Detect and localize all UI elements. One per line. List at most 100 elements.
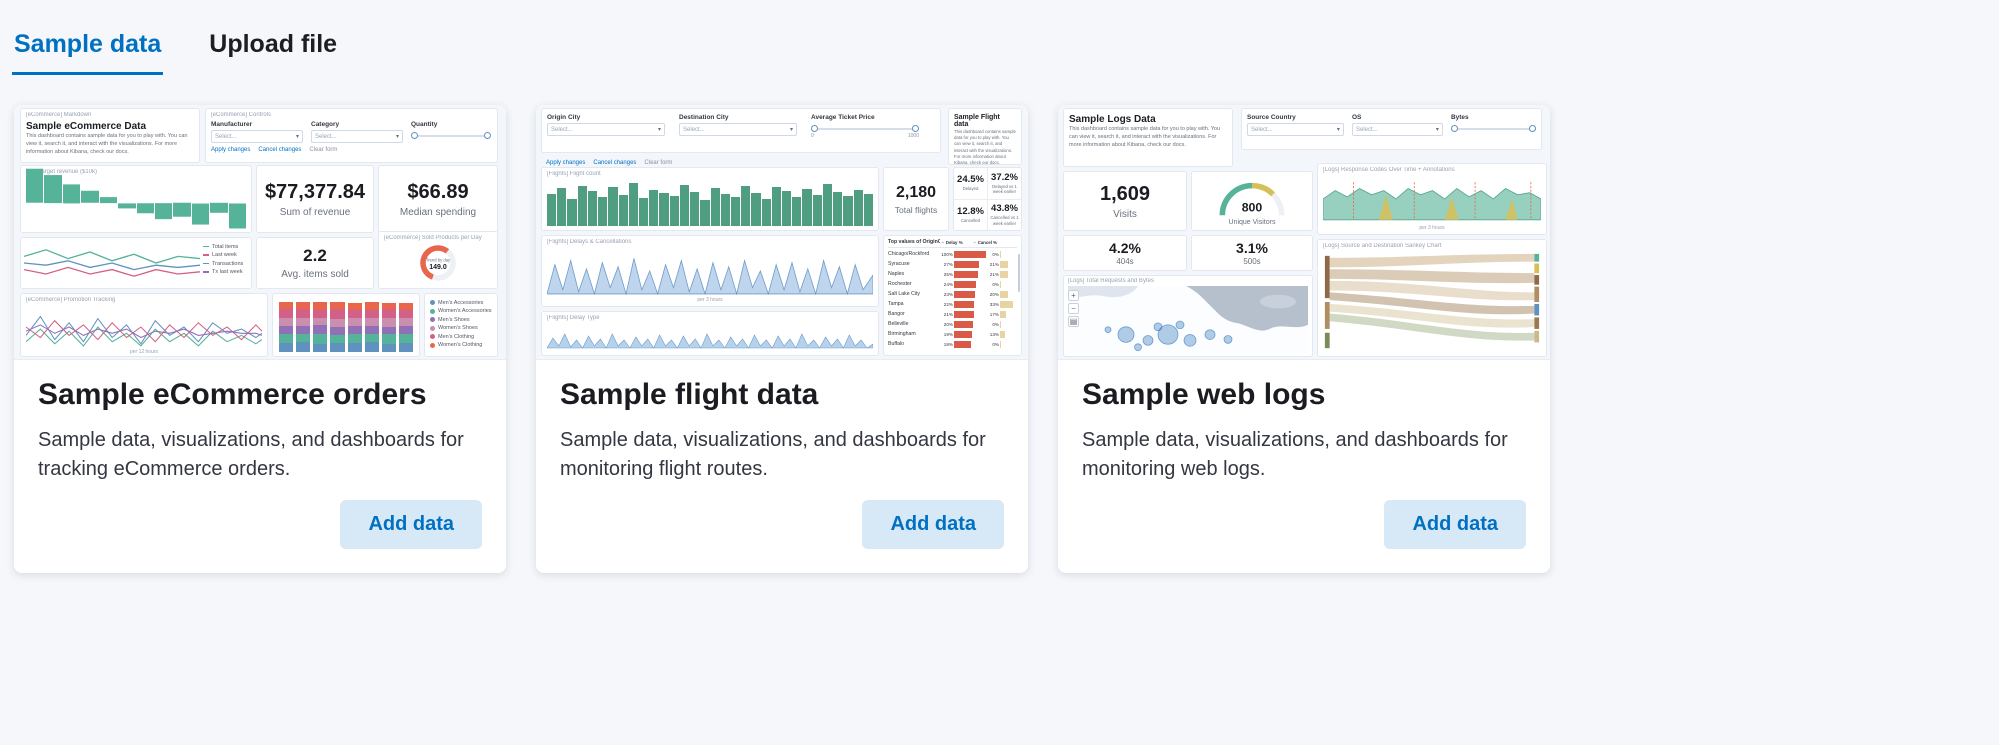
card-web-logs: Sample Logs Data This dashboard contains…	[1058, 105, 1550, 573]
panel-title: [Logs] Response Codes Over Time + Annota…	[1323, 167, 1455, 173]
category-select: Select... ▾	[311, 130, 403, 144]
logs-info-blurb: This dashboard contains sample data for …	[1069, 126, 1221, 148]
panel-title: [Logs] Total Requests and Bytes	[1068, 278, 1154, 284]
logs-info-heading: Sample Logs Data	[1069, 114, 1156, 125]
card-description: Sample data, visualizations, and dashboa…	[38, 429, 464, 480]
table-row: Rochester 24% 0%	[888, 280, 1001, 288]
tab-upload-file[interactable]: Upload file	[207, 26, 339, 75]
layers-icon: ▤	[1068, 316, 1079, 327]
panel-title: [eCommerce] Markdown	[26, 112, 92, 118]
table-row: Salt Lake City 23% 20%	[888, 289, 1017, 299]
ticket-price-control: Average Ticket Price 0 1000	[811, 114, 919, 139]
legend-swatch	[203, 245, 209, 248]
ecommerce-preview-heading: Sample eCommerce Data	[26, 121, 147, 133]
manufacturer-select: Select... ▾	[211, 130, 303, 144]
flight-info-blurb: This dashboard contains sample data for …	[954, 129, 1016, 165]
sankey-chart	[1324, 254, 1540, 349]
apply-changes-link: Apply changes	[546, 160, 586, 166]
controls-actions: Apply changes Cancel changes Clear form	[211, 147, 492, 153]
sample-data-cards: [eCommerce] Markdown Sample eCommerce Da…	[0, 75, 1999, 573]
delays-cancellations-panel: [Flights] Delays & Cancellations per 3 h…	[541, 235, 879, 307]
caret-down-icon: ▾	[395, 134, 399, 141]
panel-title: [Flights] Flight count	[547, 171, 601, 177]
sort-icon: ⌄	[941, 239, 945, 244]
legend-item: Total items	[203, 244, 248, 250]
panel-title: % of target revenue ($10k)	[26, 169, 98, 175]
ecommerce-dashboard-preview: [eCommerce] Markdown Sample eCommerce Da…	[14, 105, 506, 360]
panel-title: [eCommerce] Sold Products per Day	[384, 235, 482, 241]
panel-title: [eCommerce] Promotion Tracking	[26, 297, 116, 303]
trend-gauge: Trend by day 149.0	[420, 245, 456, 281]
legend-dot	[430, 308, 435, 314]
tab-sample-data[interactable]: Sample data	[12, 26, 163, 75]
table-row: Buffalo 18% 0%	[888, 340, 1001, 348]
panel-title: [eCommerce] Controls	[211, 112, 272, 118]
legend-swatch	[203, 254, 209, 256]
delayed-week-earlier-metric: 37.2% Delayed vs 1 week earlier	[988, 168, 1021, 199]
apply-changes-link: Apply changes	[211, 147, 251, 154]
bytes-control: Bytes	[1450, 114, 1536, 136]
card-title: Sample eCommerce orders	[38, 378, 427, 411]
flight-controls-panel: Origin City Select... ▾ Destination City…	[541, 108, 941, 153]
promotion-tracking-panel: [eCommerce] Promotion Tracking per 12 ho…	[20, 293, 268, 357]
panel-title: [Flights] Delay Type	[547, 315, 600, 321]
logs-controls-panel: Source Country Select... ▾ OS Select... …	[1241, 108, 1542, 150]
table-row: Syracuse 27% 21%	[888, 259, 1017, 269]
table-row: Tampa 22% 33%	[888, 299, 1017, 309]
legend-dot	[430, 325, 435, 331]
category-stacked-bar-chart	[275, 296, 417, 354]
most-delayed-cities-table: Top values of OriginCityName ⌄ Delay % ⌄…	[883, 235, 1022, 356]
unique-visitors-gauge: 800	[1219, 182, 1285, 215]
caret-down-icon: ▾	[1336, 127, 1340, 133]
sum-of-revenue-metric: $77,377.84 Sum of revenue	[256, 165, 374, 233]
caret-down-icon: ▾	[1435, 127, 1439, 133]
page-tabs: Sample data Upload file	[0, 0, 1999, 75]
legend-item: Men's Shoes	[430, 317, 492, 323]
legend-item: Men's Clothing	[430, 334, 492, 340]
flight-info-heading: Sample Flight data	[954, 114, 1000, 128]
table-row: Chicago/Rockford 100% 0%	[888, 250, 1001, 258]
sankey-chart-panel: [Logs] Source and Destination Sankey Cha…	[1317, 239, 1547, 357]
quantity-control: Quantity	[411, 121, 491, 143]
flight-count-bar-chart	[547, 181, 873, 227]
destination-city-select: Select... ▾	[679, 123, 797, 136]
ecommerce-controls-panel: [eCommerce] Controls Manufacturer Select…	[205, 108, 498, 163]
add-data-button-ecommerce[interactable]: Add data	[340, 500, 482, 549]
legend-swatch	[203, 262, 209, 265]
cancelled-week-earlier-metric: 43.8% Cancelled vs 1 week earlier	[988, 199, 1021, 230]
visits-metric: 1,609 Visits	[1063, 171, 1187, 231]
controls-actions: Apply changes Cancel changes Clear form	[546, 160, 672, 166]
os-control: OS Select... ▾	[1351, 114, 1443, 136]
legend-dot	[430, 300, 435, 305]
card-flights: Origin City Select... ▾ Destination City…	[536, 105, 1028, 573]
panel-title: [Logs] Source and Destination Sankey Cha…	[1323, 243, 1442, 249]
table-row: Birmingham 19% 13%	[888, 329, 1017, 339]
delay-type-panel: [Flights] Delay Type	[541, 311, 879, 356]
web-logs-dashboard-preview: Sample Logs Data This dashboard contains…	[1058, 105, 1550, 360]
clear-form-link: Clear form	[644, 160, 673, 166]
category-control: Category Select... ▾	[311, 121, 403, 144]
logs-info-panel: Sample Logs Data This dashboard contains…	[1063, 108, 1233, 167]
add-data-button-flights[interactable]: Add data	[862, 500, 1004, 549]
revenue-target-chart-panel: % of target revenue ($10k)	[20, 165, 252, 233]
card-body: Sample flight data Sample data, visualiz…	[536, 360, 1028, 573]
card-title: Sample web logs	[1082, 378, 1326, 411]
origin-city-select: Select... ▾	[547, 123, 665, 136]
ecommerce-markdown-panel: [eCommerce] Markdown Sample eCommerce Da…	[20, 108, 200, 163]
delayed-metric: 24.5% Delayed	[954, 168, 987, 199]
caret-down-icon: ▾	[789, 127, 793, 133]
legend-dot	[430, 317, 435, 322]
source-country-control: Source Country Select... ▾	[1247, 114, 1344, 136]
legend-item: Women's Shoes	[430, 325, 492, 331]
sort-icon: ⌄	[972, 239, 977, 244]
median-spending-metric: $66.89 Median spending	[378, 165, 498, 233]
panel-title: [Flights] Delays & Cancellations	[547, 239, 632, 245]
revenue-waterfall-chart	[26, 168, 247, 229]
table-scrollbar	[1018, 254, 1020, 292]
zoom-out-icon: −	[1068, 303, 1079, 314]
table-header: Top values of OriginCityName ⌄ Delay % ⌄…	[888, 239, 1017, 248]
add-data-button-web-logs[interactable]: Add data	[1384, 500, 1526, 549]
line-chart-legend: Total items Last week Transactions Tx la…	[200, 241, 248, 285]
ecommerce-preview-blurb: This dashboard contains sample data for …	[26, 133, 188, 156]
delay-type-area-chart	[547, 333, 873, 349]
